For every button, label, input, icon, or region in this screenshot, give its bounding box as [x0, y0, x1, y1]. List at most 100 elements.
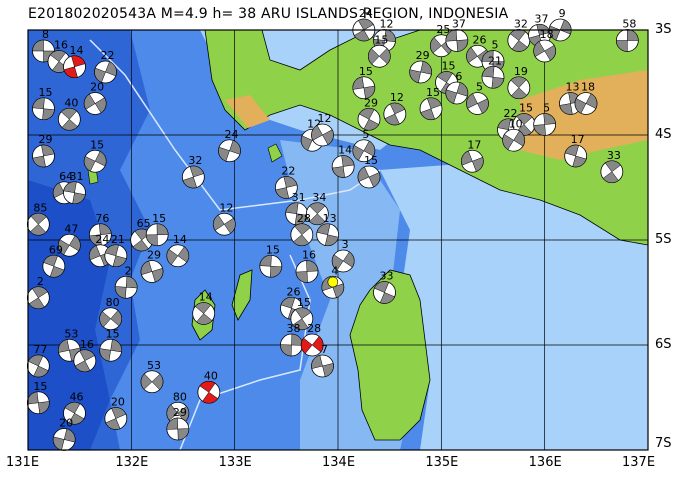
epicenter-marker[interactable]: [327, 276, 339, 288]
depth-label: 6: [455, 70, 462, 83]
focal-mechanism[interactable]: 46: [63, 390, 86, 425]
focal-mechanism[interactable]: 15: [367, 33, 391, 68]
focal-mechanism[interactable]: 32: [507, 18, 531, 52]
focal-mechanism[interactable]: 15: [290, 296, 314, 331]
focal-mechanism[interactable]: 15: [352, 65, 376, 100]
focal-mechanism[interactable]: 3: [331, 238, 355, 273]
focal-mechanism[interactable]: 5: [466, 81, 489, 115]
depth-label: 33: [607, 149, 621, 162]
depth-label: 37: [452, 18, 466, 31]
focal-mechanism[interactable]: 76: [88, 212, 112, 247]
focal-mechanism[interactable]: 21: [104, 233, 128, 268]
focal-mechanism[interactable]: 17: [460, 138, 484, 173]
beachball-compression: [166, 417, 190, 441]
focal-mechanism[interactable]: 5: [481, 39, 505, 73]
depth-label: 17: [571, 133, 585, 146]
focal-mechanism[interactable]: 29: [32, 133, 55, 168]
focal-mechanism[interactable]: 2: [114, 264, 138, 299]
depth-label: 2: [125, 264, 132, 277]
focal-mechanism[interactable]: 32: [181, 154, 205, 189]
focal-mechanism[interactable]: 12: [212, 201, 236, 236]
latitude-label: 7S: [655, 436, 672, 451]
focal-mechanism[interactable]: 47: [57, 222, 81, 257]
beachball-compression: [99, 310, 122, 328]
depth-label: 5: [543, 102, 550, 115]
depth-label: 31: [70, 170, 84, 183]
beachball-compression: [105, 407, 127, 430]
depth-label: 38: [287, 322, 301, 335]
focal-mechanism[interactable]: 28: [300, 322, 324, 357]
beachball-compression: [94, 61, 117, 83]
focal-mechanism[interactable]: 19: [507, 65, 531, 100]
focal-mechanism[interactable]: 14: [166, 233, 190, 268]
focal-mechanism[interactable]: 22: [94, 49, 117, 84]
focal-mechanism[interactable]: 29: [409, 49, 433, 84]
focal-mechanism[interactable]: 80: [99, 296, 123, 331]
focal-mechanism[interactable]: 15: [357, 154, 381, 189]
focal-mechanism[interactable]: 77: [26, 343, 50, 378]
focal-mechanism[interactable]: 69: [42, 243, 66, 278]
beachball-compression: [64, 402, 85, 425]
focal-mechanism[interactable]: 7: [311, 343, 334, 378]
focal-mechanism[interactable]: 15: [259, 243, 283, 278]
focal-mechanism[interactable]: 58: [615, 18, 639, 52]
focal-mechanism[interactable]: 10: [502, 117, 526, 152]
focal-mechanism[interactable]: 80: [166, 390, 190, 425]
focal-mechanism[interactable]: 40: [197, 369, 221, 404]
focal-mechanism[interactable]: 20: [83, 81, 107, 115]
depth-label: 5: [362, 128, 369, 141]
focal-mechanism[interactable]: 12: [311, 112, 334, 147]
focal-mechanism[interactable]: 15: [419, 86, 443, 121]
focal-mechanism[interactable]: 25: [429, 23, 453, 58]
focal-mechanism[interactable]: 6: [445, 70, 469, 105]
focal-mechanism[interactable]: 29: [140, 249, 164, 283]
focal-mechanism[interactable]: 14: [63, 44, 86, 79]
focal-mechanism[interactable]: 29: [166, 406, 190, 441]
focal-mechanism[interactable]: 17: [564, 133, 588, 168]
depth-label: 3: [342, 238, 349, 251]
focal-mechanism[interactable]: 40: [57, 96, 81, 131]
focal-mechanism[interactable]: 53: [140, 359, 164, 394]
focal-mechanism[interactable]: 12: [383, 91, 407, 126]
focal-mechanism[interactable]: 16: [73, 338, 97, 373]
focal-mechanism[interactable]: 22: [274, 165, 298, 199]
depth-label: 65: [137, 217, 151, 230]
focal-mechanism[interactable]: 33: [600, 149, 624, 184]
focal-mechanism[interactable]: 31: [63, 170, 86, 205]
depth-label: 15: [152, 212, 166, 225]
depth-label: 15: [359, 65, 373, 78]
focal-mechanism[interactable]: 28: [290, 212, 314, 247]
focal-mechanism[interactable]: 16: [295, 249, 319, 283]
focal-mechanism[interactable]: 85: [26, 201, 50, 236]
depth-label: 24: [225, 128, 239, 141]
focal-mechanism[interactable]: 37: [445, 18, 469, 52]
focal-mechanism[interactable]: 20: [52, 417, 76, 451]
focal-mechanism[interactable]: 34: [305, 191, 329, 226]
focal-mechanism[interactable]: 15: [83, 138, 107, 173]
depth-label: 29: [147, 249, 161, 262]
focal-mechanism[interactable]: 13: [559, 81, 582, 115]
depth-label: 37: [535, 12, 549, 25]
focal-mechanism[interactable]: 21: [481, 54, 505, 89]
focal-mechanism[interactable]: 15: [145, 212, 169, 247]
focal-mechanism[interactable]: 15: [32, 86, 55, 121]
focal-mechanism[interactable]: 33: [373, 270, 396, 304]
focal-mechanism[interactable]: 18: [574, 81, 598, 115]
map-border: [27, 29, 649, 451]
map-title: E201802020543A M=4.9 h= 38 ARU ISLANDS R…: [28, 6, 509, 22]
depth-label: 26: [473, 33, 487, 46]
focal-mechanism[interactable]: 15: [99, 327, 123, 362]
focal-mechanism[interactable]: 38: [280, 322, 303, 357]
focal-mechanism[interactable]: 5: [352, 128, 376, 163]
focal-mechanism[interactable]: 20: [104, 396, 128, 430]
focal-mechanism[interactable]: 2: [26, 275, 50, 310]
focal-mechanism[interactable]: 14: [192, 291, 216, 325]
latitude-label: 6S: [655, 337, 672, 352]
focal-mechanism[interactable]: 14: [331, 144, 355, 178]
focal-mechanism[interactable]: 24: [218, 128, 241, 163]
focal-mechanism[interactable]: 18: [533, 28, 557, 63]
focal-mechanism[interactable]: 5: [533, 102, 557, 136]
focal-mechanism[interactable]: 29: [357, 96, 381, 131]
focal-mechanism[interactable]: 13: [316, 212, 340, 247]
focal-mechanism[interactable]: 15: [26, 380, 50, 415]
